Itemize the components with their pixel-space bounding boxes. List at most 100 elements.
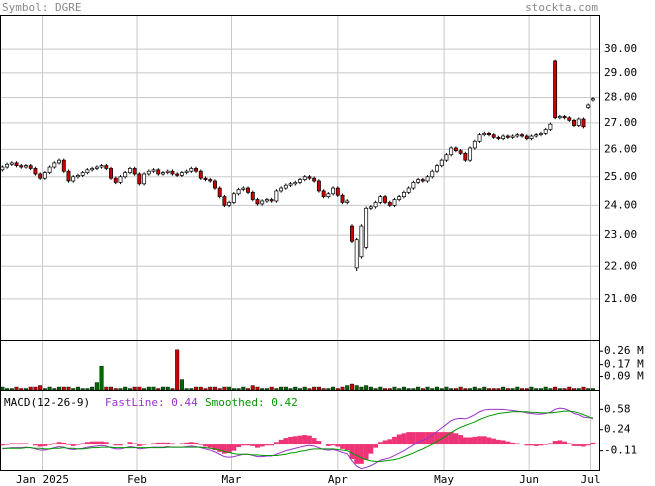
histogram-bar [382, 440, 388, 445]
histogram-bar [70, 444, 76, 446]
histogram-bar [325, 444, 331, 446]
histogram-bar [576, 444, 582, 446]
volume-bar [212, 386, 217, 391]
histogram-bar [14, 443, 19, 445]
volume-bar [42, 388, 47, 391]
candle-body [52, 162, 57, 168]
candle-body [397, 196, 402, 200]
candle-body [5, 163, 10, 168]
candle-body [350, 225, 354, 242]
volume-bar [231, 388, 236, 391]
histogram-bar [155, 442, 161, 445]
candle-body [24, 165, 28, 168]
candle-body [0, 166, 5, 171]
volume-bar [283, 386, 288, 391]
histogram-bar [136, 444, 142, 446]
histogram-bar [547, 443, 553, 445]
volume-bar [109, 386, 114, 391]
histogram-bar [496, 439, 501, 445]
histogram-bar [439, 432, 445, 445]
candle-body [156, 169, 161, 175]
volume-bar [449, 388, 454, 391]
volume-bar [416, 386, 421, 391]
histogram-bar [529, 444, 534, 446]
x-tick-label: May [434, 473, 454, 486]
volume-bar [420, 388, 425, 391]
candle-body [80, 172, 85, 176]
volume-bar [425, 386, 430, 391]
candle-body [387, 202, 392, 206]
volume-bar [222, 386, 227, 391]
histogram-bar [354, 444, 360, 464]
y-tick-label: 21.00 [604, 292, 637, 305]
volume-bar [179, 379, 184, 391]
volume-bar [198, 386, 203, 391]
volume-bar [236, 388, 241, 391]
grid [0, 15, 603, 470]
candle-body [76, 175, 80, 178]
volume-bar [75, 386, 80, 391]
x-tick-label: Jul [581, 473, 601, 486]
candle-body [28, 165, 33, 169]
histogram-bar [61, 442, 67, 445]
volume-bar [80, 388, 85, 391]
histogram-bar [406, 432, 412, 445]
histogram-bar [344, 444, 350, 451]
histogram-bar [453, 433, 459, 445]
histogram-bar [255, 444, 260, 448]
volume-bar [269, 386, 274, 391]
volume-bar [123, 386, 128, 391]
histogram-bar [392, 436, 397, 445]
candle-body [510, 135, 515, 138]
volume-bar [90, 386, 95, 391]
histogram-bar [481, 436, 487, 445]
volume-bar [349, 383, 354, 391]
candle-body [543, 129, 548, 134]
histogram-bar [4, 444, 10, 445]
histogram-bar [415, 432, 421, 445]
candle-body [231, 193, 236, 203]
candle-body [151, 169, 156, 172]
volume-bar [47, 386, 52, 391]
volume-bar [38, 385, 43, 391]
candle-body [38, 173, 43, 179]
histogram-bar [94, 441, 100, 445]
volume-bar [85, 388, 90, 391]
volume-bar [94, 382, 99, 391]
volume-bar [567, 386, 572, 391]
histogram-bar [80, 443, 86, 445]
candle-body [71, 176, 76, 182]
candle-body [274, 190, 279, 202]
candle-body [298, 179, 302, 183]
volume-bar [335, 388, 340, 391]
histogram-bar [85, 442, 90, 445]
histogram-bar [359, 444, 364, 464]
volume-bar [463, 388, 468, 391]
volume-bar [520, 388, 525, 391]
volume-bar [57, 386, 62, 391]
source: stockta.com [525, 1, 598, 14]
histogram-bar [42, 444, 48, 446]
volume-bar [9, 388, 14, 391]
candle-body [496, 136, 501, 139]
y-tick-label: 0.24 [604, 423, 631, 436]
candle-body [534, 134, 539, 137]
macd-title: MACD(12-26-9) [4, 396, 90, 409]
candle-body [85, 169, 90, 173]
candle-body [487, 132, 491, 136]
volume-bar [104, 386, 109, 391]
candle-body [364, 207, 369, 248]
histogram-bar [37, 444, 43, 447]
volume-bar [472, 386, 477, 391]
histogram-bar [444, 432, 449, 445]
candle-body [165, 170, 170, 173]
candle-body [47, 166, 52, 173]
volume-bar [170, 388, 175, 391]
volume-bar [572, 388, 577, 391]
histogram-bar [118, 444, 123, 446]
volume-bar [486, 388, 491, 391]
candle-body [250, 191, 255, 200]
candle-body [213, 180, 217, 189]
candle-body [90, 168, 95, 171]
